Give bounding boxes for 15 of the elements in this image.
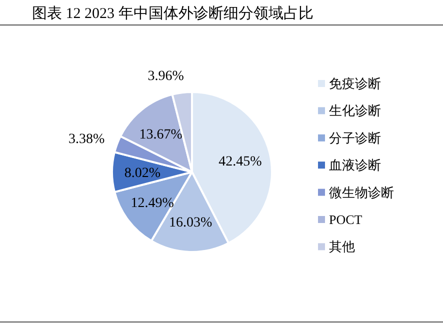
legend-label: 分子诊断 xyxy=(329,130,381,146)
legend-label: 免疫诊断 xyxy=(329,76,381,91)
data-label: 3.38% xyxy=(68,132,105,147)
data-label: 13.67% xyxy=(139,127,183,142)
legend-label: 生化诊断 xyxy=(329,103,381,118)
data-label: 12.49% xyxy=(130,196,174,211)
chart-title: 图表 12 2023 年中国体外诊断细分领域占比 xyxy=(32,5,314,22)
data-label: 42.45% xyxy=(218,154,262,170)
data-label: 16.03% xyxy=(168,216,212,231)
legend-label: 微生物诊断 xyxy=(329,184,394,200)
legend-label: 血液诊断 xyxy=(329,158,381,173)
legend-label: 其他 xyxy=(329,239,355,254)
data-label: 8.02% xyxy=(124,166,161,182)
legend-label: POCT xyxy=(329,212,362,227)
data-label: 3.96% xyxy=(148,69,184,84)
